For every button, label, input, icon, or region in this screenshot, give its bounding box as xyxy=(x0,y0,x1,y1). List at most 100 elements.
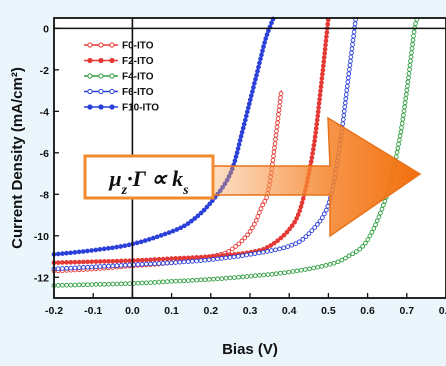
data-point xyxy=(64,250,69,256)
legend-label: F2-ITO xyxy=(122,56,154,67)
data-point xyxy=(272,141,278,146)
data-point xyxy=(244,252,249,258)
data-point xyxy=(321,59,327,65)
data-point xyxy=(296,239,302,245)
data-point xyxy=(394,150,400,155)
data-point xyxy=(335,259,341,265)
data-point xyxy=(89,282,95,287)
data-point xyxy=(401,108,407,114)
data-point xyxy=(270,157,276,163)
data-point xyxy=(320,67,326,73)
data-point xyxy=(231,254,237,260)
data-point xyxy=(287,226,292,232)
data-point xyxy=(317,218,323,224)
data-point xyxy=(316,105,321,110)
data-point xyxy=(275,116,281,121)
data-point xyxy=(247,229,253,234)
data-point xyxy=(134,240,140,246)
data-point xyxy=(340,121,346,127)
data-point xyxy=(344,87,350,93)
data-point xyxy=(89,248,94,253)
data-point xyxy=(206,277,212,282)
data-point xyxy=(250,89,255,94)
data-point xyxy=(181,259,187,265)
data-point xyxy=(60,260,65,265)
data-point xyxy=(349,46,355,52)
data-point xyxy=(68,250,74,256)
data-point xyxy=(235,146,241,151)
data-point xyxy=(169,260,174,266)
data-point xyxy=(312,225,318,230)
data-point xyxy=(376,214,382,220)
data-point xyxy=(314,121,320,127)
data-point xyxy=(60,266,65,271)
data-point xyxy=(261,44,266,50)
data-point xyxy=(343,96,349,102)
data-point xyxy=(60,282,65,288)
data-point xyxy=(118,258,124,264)
data-point xyxy=(273,247,278,253)
data-point xyxy=(189,218,194,224)
data-point xyxy=(152,261,158,267)
data-point xyxy=(252,81,257,86)
data-point xyxy=(374,218,380,224)
data-point xyxy=(315,109,321,115)
data-point xyxy=(252,221,257,227)
data-point xyxy=(110,245,115,251)
data-point xyxy=(223,275,229,281)
data-point xyxy=(178,225,184,231)
data-point xyxy=(401,112,406,118)
legend-marker xyxy=(87,42,93,48)
data-point xyxy=(260,48,265,54)
data-point xyxy=(319,76,325,81)
data-point xyxy=(110,263,116,269)
x-tick-label: -0.2 xyxy=(45,305,63,317)
data-point xyxy=(236,142,242,147)
y-tick-label: -8 xyxy=(40,189,49,201)
data-point xyxy=(395,145,401,151)
data-point xyxy=(122,262,128,268)
x-tick-label: 0.8 xyxy=(439,305,446,317)
data-point xyxy=(300,196,306,201)
data-point xyxy=(242,235,248,241)
data-point xyxy=(350,37,356,43)
data-point xyxy=(298,204,304,210)
data-point xyxy=(68,265,74,271)
data-point xyxy=(323,263,329,268)
data-point xyxy=(271,240,277,246)
data-point xyxy=(289,242,295,248)
data-point xyxy=(276,107,282,113)
data-point xyxy=(277,103,282,109)
data-point xyxy=(297,208,303,214)
x-tick-label: 0.4 xyxy=(282,305,297,317)
data-point xyxy=(341,113,347,118)
data-point xyxy=(257,273,262,278)
y-tick-label: -10 xyxy=(34,231,49,243)
data-point xyxy=(316,101,322,106)
data-point xyxy=(278,235,284,241)
data-point xyxy=(190,278,195,283)
data-point xyxy=(169,279,174,284)
x-tick-label: 0.1 xyxy=(164,305,179,317)
data-point xyxy=(268,243,274,248)
data-point xyxy=(323,38,329,44)
data-point xyxy=(173,278,179,284)
data-point xyxy=(114,244,119,250)
data-point xyxy=(123,281,128,287)
legend-item: F10-ITO xyxy=(84,103,159,114)
data-point xyxy=(55,251,61,257)
legend-marker xyxy=(109,73,115,79)
data-point xyxy=(290,269,296,274)
legend-label: F0-ITO xyxy=(122,41,154,52)
data-point xyxy=(300,237,306,242)
legend-marker xyxy=(109,104,115,110)
data-point xyxy=(319,80,324,85)
data-point xyxy=(158,233,164,238)
x-tick-label: 0.0 xyxy=(125,305,140,317)
data-point xyxy=(378,210,383,216)
data-point xyxy=(262,198,268,204)
data-point xyxy=(381,202,386,208)
data-point xyxy=(315,222,320,227)
data-point xyxy=(251,85,256,90)
